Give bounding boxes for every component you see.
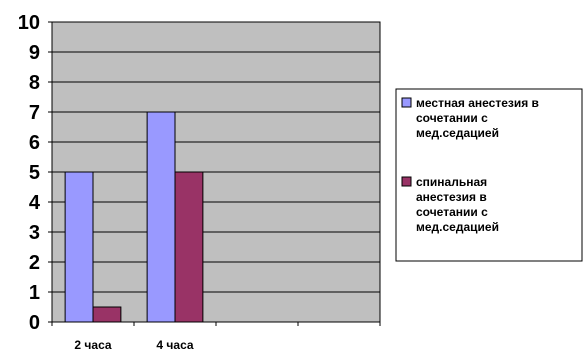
y-tick-label: 9: [29, 42, 40, 64]
bar-series-1: [64, 171, 94, 323]
x-category-label: 2 часа: [74, 338, 111, 352]
legend-label-line: спинальная: [416, 175, 487, 189]
x-category-label: 4 часа: [156, 338, 193, 352]
y-tick-label: 4: [29, 192, 41, 214]
legend-label-line: анестезия в: [416, 190, 487, 204]
legend-box: [395, 88, 583, 262]
bar-series-1: [146, 111, 176, 323]
y-tick-label: 2: [29, 252, 40, 274]
y-tick-label: 6: [29, 132, 40, 154]
legend-swatch-series-2: [401, 176, 412, 187]
legend-label-line: мед.седацией: [416, 126, 499, 140]
y-tick-label: 5: [29, 162, 40, 184]
legend-label-line: сочетании с: [416, 111, 488, 125]
x-axis-ticks: 2 часа 4 часа: [51, 322, 381, 352]
bar-series-2: [92, 306, 122, 323]
y-tick-label: 8: [29, 72, 40, 94]
y-tick-label: 7: [29, 102, 40, 124]
legend-swatch-series-1: [401, 97, 412, 108]
gridlines: [52, 21, 380, 293]
legend-label-line: мед.седацией: [416, 220, 499, 234]
bars: [64, 111, 204, 323]
legend-label-line: местная анестезия в: [416, 96, 539, 110]
y-tick-label: 10: [18, 12, 40, 34]
y-axis-ticks: 0 1 2 3 4 5 6 7 8 9 10: [18, 12, 52, 334]
bar-series-2: [174, 171, 204, 323]
y-tick-label: 1: [29, 282, 40, 304]
legend-label-line: сочетании с: [416, 205, 488, 219]
y-tick-label: 0: [29, 312, 40, 334]
y-tick-label: 3: [29, 222, 40, 244]
